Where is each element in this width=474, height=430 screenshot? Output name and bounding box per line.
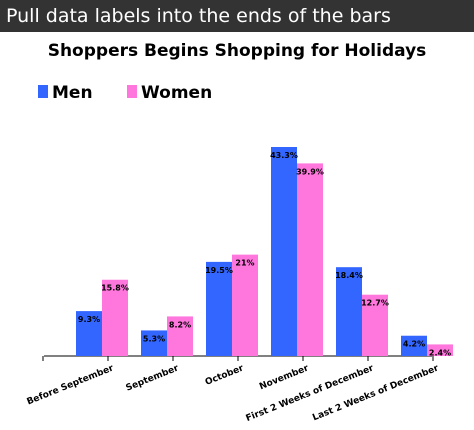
category-label-last-2-weeks-of-december: Last 2 Weeks of December bbox=[311, 363, 440, 423]
bar-women-november bbox=[297, 163, 323, 356]
legend-swatch-women bbox=[127, 85, 137, 98]
data-label-men-first-2-weeks-of-december: 18.4% bbox=[335, 271, 363, 280]
legend: Men Women bbox=[38, 83, 212, 103]
bar-women-last-2-weeks-of-december bbox=[427, 344, 453, 356]
data-label-men-last-2-weeks-of-december: 4.2% bbox=[403, 340, 425, 349]
data-label-women-last-2-weeks-of-december: 2.4% bbox=[429, 348, 451, 357]
data-label-women-november: 39.9% bbox=[296, 167, 324, 176]
legend-label-men: Men bbox=[52, 83, 93, 103]
chart-title: Shoppers Begins Shopping for Holidays bbox=[47, 41, 427, 61]
category-label-first-2-weeks-of-december: First 2 Weeks of December bbox=[245, 363, 376, 424]
data-labels: 9.3% 15.8% 5.3% 8.2% 19.5%21% 43.3% 39.9% 18.4%… bbox=[78, 151, 451, 357]
legend-label-women: Women bbox=[141, 83, 212, 103]
bar-men-october bbox=[206, 261, 232, 356]
data-label-men-before-september: 9.3% bbox=[78, 315, 100, 324]
bar-men-last-2-weeks-of-december bbox=[401, 335, 427, 356]
bars bbox=[76, 147, 453, 356]
bar-men-september bbox=[141, 330, 167, 356]
data-label-men-september: 5.3% bbox=[143, 334, 165, 343]
data-label-men-november: 43.3% bbox=[270, 151, 298, 160]
axes bbox=[42, 355, 434, 361]
category-label-before-september: Before September bbox=[26, 363, 116, 407]
bar-women-first-2-weeks-of-december bbox=[362, 294, 388, 356]
data-label-men-october: 19.5% bbox=[205, 266, 233, 275]
category-label-september: September bbox=[125, 363, 181, 393]
data-label-women-first-2-weeks-of-december: 12.7% bbox=[361, 299, 389, 308]
legend-swatch-men bbox=[38, 85, 48, 98]
data-label-women-september: 8.2% bbox=[169, 320, 191, 329]
category-labels: Before September September October November… bbox=[26, 363, 441, 424]
bar-men-first-2-weeks-of-december bbox=[336, 267, 362, 356]
data-label-women-october: 21% bbox=[235, 259, 254, 268]
bar-women-before-september bbox=[102, 279, 128, 356]
bar-men-november bbox=[271, 147, 297, 356]
bar-women-september bbox=[167, 316, 193, 356]
bar-women-october bbox=[232, 254, 258, 356]
data-label-women-before-september: 15.8% bbox=[101, 284, 129, 293]
bar-men-before-september bbox=[76, 311, 102, 356]
category-label-october: October bbox=[204, 363, 246, 388]
category-label-november: November bbox=[258, 363, 311, 392]
slide-banner: Pull data labels into the ends of the ba… bbox=[0, 0, 474, 32]
